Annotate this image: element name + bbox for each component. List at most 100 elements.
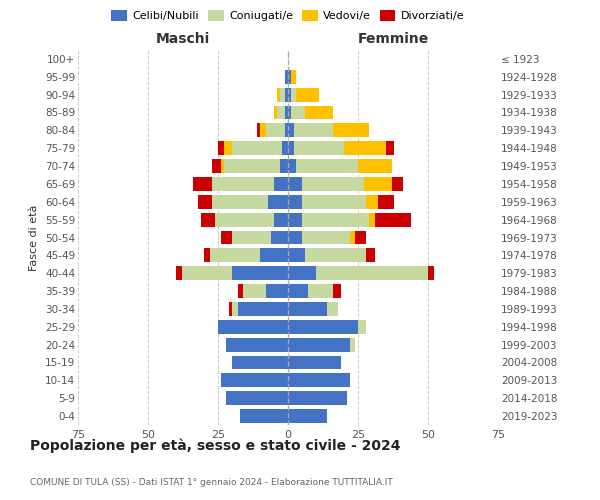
Bar [288, 391, 347, 405]
Bar [285, 124, 288, 138]
Bar [285, 106, 288, 120]
Bar [238, 302, 288, 316]
Text: COMUNE DI TULA (SS) - Dati ISTAT 1° gennaio 2024 - Elaborazione TUTTITALIA.IT: COMUNE DI TULA (SS) - Dati ISTAT 1° genn… [30, 478, 393, 487]
Bar [274, 212, 288, 226]
Bar [288, 266, 316, 280]
Bar [288, 212, 302, 226]
Bar [386, 141, 394, 155]
Bar [241, 409, 288, 423]
Bar [271, 230, 288, 244]
Bar [280, 159, 288, 173]
Bar [291, 70, 296, 84]
Bar [226, 391, 288, 405]
Text: Maschi: Maschi [156, 32, 210, 46]
Bar [232, 141, 283, 155]
Bar [302, 230, 350, 244]
Bar [193, 177, 212, 191]
Bar [201, 212, 215, 226]
Bar [367, 248, 375, 262]
Bar [288, 177, 302, 191]
Bar [350, 230, 355, 244]
Bar [285, 88, 288, 102]
Bar [358, 320, 367, 334]
Bar [377, 195, 394, 209]
Bar [327, 302, 338, 316]
Bar [221, 230, 232, 244]
Bar [215, 212, 274, 226]
Bar [288, 356, 341, 370]
Bar [288, 124, 293, 138]
Bar [288, 159, 296, 173]
Bar [288, 284, 308, 298]
Bar [224, 141, 232, 155]
Y-axis label: Fasce di età: Fasce di età [29, 204, 40, 270]
Bar [224, 159, 280, 173]
Bar [288, 248, 305, 262]
Bar [212, 195, 268, 209]
Bar [288, 230, 302, 244]
Bar [350, 338, 355, 351]
Bar [288, 374, 350, 388]
Bar [296, 88, 319, 102]
Bar [218, 320, 288, 334]
Bar [369, 212, 375, 226]
Bar [226, 338, 288, 351]
Bar [291, 88, 296, 102]
Bar [232, 266, 288, 280]
Bar [288, 141, 293, 155]
Bar [288, 320, 358, 334]
Bar [291, 106, 305, 120]
Bar [232, 302, 238, 316]
Bar [212, 159, 221, 173]
Bar [274, 106, 277, 120]
Bar [305, 248, 367, 262]
Bar [260, 248, 288, 262]
Text: Popolazione per età, sesso e stato civile - 2024: Popolazione per età, sesso e stato civil… [30, 438, 401, 453]
Bar [288, 195, 302, 209]
Bar [268, 195, 288, 209]
Bar [364, 177, 392, 191]
Bar [182, 266, 232, 280]
Legend: Celibi/Nubili, Coniugati/e, Vedovi/e, Divorziati/e: Celibi/Nubili, Coniugati/e, Vedovi/e, Di… [107, 6, 469, 25]
Bar [176, 266, 182, 280]
Bar [232, 230, 271, 244]
Bar [221, 374, 288, 388]
Bar [302, 177, 364, 191]
Bar [285, 70, 288, 84]
Bar [221, 159, 224, 173]
Bar [288, 302, 327, 316]
Bar [293, 141, 344, 155]
Bar [308, 284, 333, 298]
Bar [204, 248, 209, 262]
Bar [260, 124, 266, 138]
Bar [392, 177, 403, 191]
Bar [277, 88, 280, 102]
Bar [344, 141, 386, 155]
Bar [266, 124, 285, 138]
Bar [212, 177, 274, 191]
Bar [218, 141, 224, 155]
Bar [280, 88, 285, 102]
Bar [375, 212, 411, 226]
Bar [302, 212, 369, 226]
Bar [199, 195, 212, 209]
Bar [288, 409, 327, 423]
Bar [296, 159, 358, 173]
Bar [293, 124, 333, 138]
Bar [283, 141, 288, 155]
Text: Femmine: Femmine [358, 32, 428, 46]
Bar [288, 106, 291, 120]
Bar [238, 284, 243, 298]
Bar [277, 106, 285, 120]
Bar [209, 248, 260, 262]
Bar [229, 302, 232, 316]
Bar [367, 195, 377, 209]
Bar [333, 124, 369, 138]
Bar [305, 106, 333, 120]
Bar [288, 70, 291, 84]
Bar [333, 284, 341, 298]
Bar [266, 284, 288, 298]
Bar [274, 177, 288, 191]
Bar [355, 230, 367, 244]
Bar [316, 266, 428, 280]
